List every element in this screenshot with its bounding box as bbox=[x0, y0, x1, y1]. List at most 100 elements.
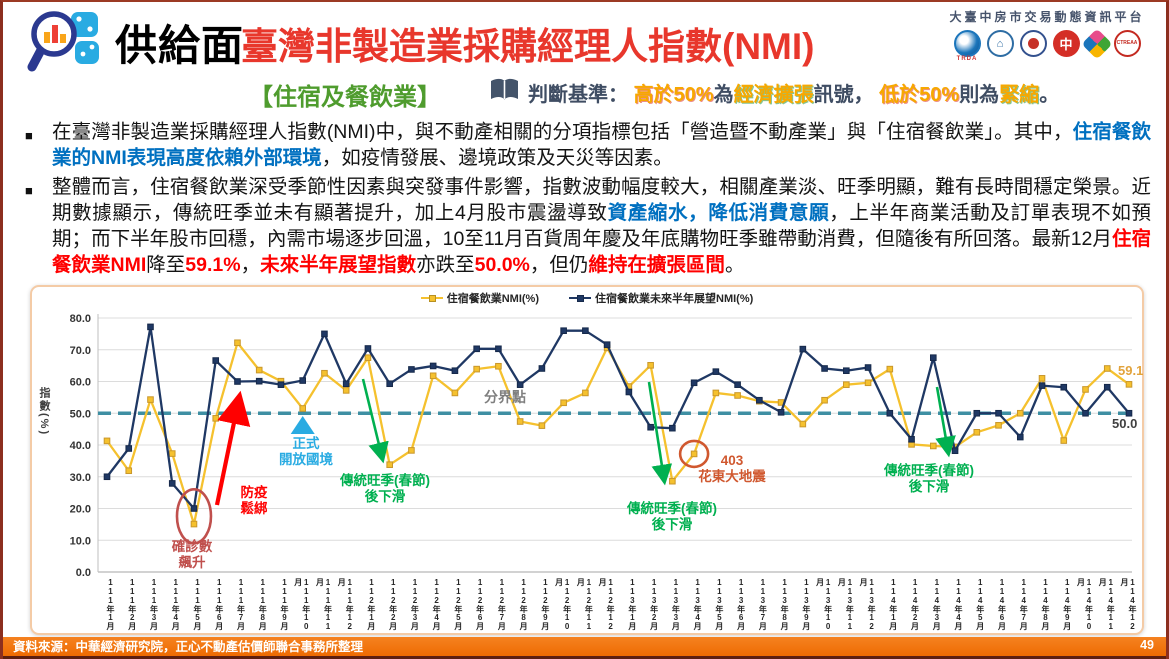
x-axis-tick-label: 111年6月 bbox=[214, 578, 224, 630]
svg-text:50.0: 50.0 bbox=[70, 408, 91, 420]
x-axis-tick-label: 111年5月 bbox=[192, 578, 202, 630]
bullet-list: ■ 在臺灣非製造業採購經理人指數(NMI)中，與不動產相關的分項指標包括「營造暨不… bbox=[25, 119, 1151, 281]
criteria-segment: 。 bbox=[1039, 84, 1060, 106]
criteria-segment: 訊號， bbox=[813, 84, 880, 106]
x-axis-tick-label: 113年6月 bbox=[736, 578, 746, 630]
chart-legend: 住宿餐飲業NMI(%) 住宿餐飲業未來半年展望NMI(%) bbox=[32, 290, 1142, 306]
logo-trda-icon: TRDA bbox=[953, 30, 981, 62]
logo-zhong-icon: 中 bbox=[1052, 30, 1080, 57]
bullet-square-icon: ■ bbox=[25, 128, 33, 143]
page-title: 臺灣非製造業採購經理人指數(NMI) bbox=[241, 26, 815, 67]
y-axis-title: 指數(%) bbox=[38, 387, 50, 437]
x-axis-tick-label: 113年5月 bbox=[714, 578, 724, 630]
x-axis-tick-label: 112年2月 bbox=[388, 578, 398, 630]
bullet-text-segment: 50.0% bbox=[474, 254, 530, 276]
header: 供給面 臺灣非製造業採購經理人指數(NMI) 大臺中房市交易動態資訊平台 TRD… bbox=[3, 2, 1166, 77]
page-number: 49 bbox=[1140, 638, 1154, 652]
subtitle-row: 【住宿及餐飲業】 判斷基準： 高於50%為經濟擴張訊號， 低於50%則為緊縮。 bbox=[3, 76, 1166, 112]
logo-building-emblem-icon: ⌂ bbox=[986, 30, 1014, 57]
x-axis-tick-label: 113年1月 bbox=[627, 578, 637, 630]
x-axis-tick-label: 111年3月 bbox=[149, 578, 159, 630]
criteria-segment: 為 bbox=[713, 84, 734, 106]
x-axis-tick-label: 113年10月 bbox=[815, 578, 833, 631]
magnifier-chart-logo-icon bbox=[25, 10, 107, 72]
x-axis-tick-label: 113年2月 bbox=[649, 578, 659, 630]
x-axis-tick-label: 111年9月 bbox=[279, 578, 289, 630]
bullet-text-segment: 資產縮水，降低消費意願 bbox=[607, 202, 830, 224]
x-axis-tick-label: 113年8月 bbox=[780, 578, 790, 630]
x-axis-tick-label: 113年9月 bbox=[801, 578, 811, 630]
bullet-text-segment: ，但仍 bbox=[529, 254, 589, 276]
x-axis-tick-label: 111年4月 bbox=[171, 578, 181, 630]
svg-text:20.0: 20.0 bbox=[70, 504, 91, 516]
bullet-text-segment: 未來半年展望指數 bbox=[260, 254, 417, 276]
criteria-segment: 判斷基準： bbox=[528, 84, 634, 106]
x-axis-tick-label: 113年3月 bbox=[671, 578, 681, 630]
bullet-text-segment: 在臺灣非製造業採購經理人指數(NMI)中，與不動產相關的分項指標包括「營造暨不動… bbox=[52, 121, 1073, 143]
bullet-item: ■ 整體而言，住宿餐飲業深受季節性因素與突發事件影響，指數波動幅度較大，相關產業淡… bbox=[25, 174, 1151, 278]
x-axis-tick-label: 111年12月 bbox=[337, 578, 355, 631]
x-axis-tick-label: 112年11月 bbox=[576, 578, 594, 631]
legend-item: 住宿餐飲業未來半年展望NMI(%) bbox=[569, 290, 753, 306]
x-axis-tick-label: 114年4月 bbox=[954, 578, 964, 630]
nmi-line-chart: 住宿餐飲業NMI(%) 住宿餐飲業未來半年展望NMI(%) 指數(%) 0.0 10… bbox=[30, 285, 1144, 635]
x-axis-tick-label: 114年10月 bbox=[1076, 578, 1094, 631]
x-axis-tick-label: 111年11月 bbox=[315, 578, 333, 631]
footer-bar: 資料來源：中華經濟研究院，正心不動產估價師聯合事務所整理 49 bbox=[3, 637, 1166, 659]
bullet-text-segment: ， bbox=[240, 254, 261, 276]
source-note: 資料來源：中華經濟研究院，正心不動產估價師聯合事務所整理 bbox=[13, 639, 364, 654]
svg-text:70.0: 70.0 bbox=[70, 345, 91, 357]
logo-diamond-icon bbox=[1080, 27, 1113, 60]
x-axis-tick-label: 113年11月 bbox=[837, 578, 855, 631]
logo-ctreaa-icon: CTREAA bbox=[1113, 30, 1141, 57]
bullet-item: ■ 在臺灣非製造業採購經理人指數(NMI)中，與不動產相關的分項指標包括「營造暨不… bbox=[25, 119, 1151, 171]
bullet-text-segment: 維持在擴張區間 bbox=[588, 254, 725, 276]
x-axis-tick-label: 111年8月 bbox=[258, 578, 268, 630]
platform-name: 大臺中房市交易動態資訊平台 bbox=[949, 10, 1145, 24]
x-axis-tick-label: 112年4月 bbox=[432, 578, 442, 630]
legend-label: 住宿餐飲業NMI(%) bbox=[446, 293, 539, 305]
x-axis-tick-label: 112年6月 bbox=[475, 578, 485, 630]
logo-round-emblem-icon bbox=[1019, 30, 1047, 57]
legend-marker-icon bbox=[420, 294, 443, 302]
chart-plot-area: 0.0 10.0 20.0 30.0 40.0 50.0 60.0 70.0 80.0 bbox=[70, 313, 1133, 577]
x-axis-tick-label: 112年12月 bbox=[598, 578, 616, 631]
criteria-segment: 緊縮 bbox=[999, 84, 1040, 106]
partner-logos: TRDA ⌂ 中 CTREAA bbox=[942, 27, 1152, 62]
x-axis-tick-label: 111年10月 bbox=[293, 578, 311, 631]
x-axis-tick-label: 114年1月 bbox=[888, 578, 898, 630]
bullet-text-segment: 住宿餐飲業的NMI表現高度依賴外部環境 bbox=[52, 121, 1151, 169]
bullet-text-segment: 。 bbox=[724, 254, 745, 276]
x-axis-tick-label: 113年4月 bbox=[693, 578, 703, 630]
industry-subtitle: 【住宿及餐飲業】 bbox=[249, 84, 441, 111]
bullet-text-segment: ，如疫情發展、邊境政策及天災等因素。 bbox=[321, 147, 673, 169]
x-axis-tick-label: 112年8月 bbox=[519, 578, 529, 630]
x-axis-tick-label: 112年1月 bbox=[366, 578, 376, 630]
svg-text:40.0: 40.0 bbox=[70, 440, 91, 452]
bullet-text-segment: 住宿餐飲業NMI bbox=[52, 228, 1151, 276]
svg-text:30.0: 30.0 bbox=[70, 472, 91, 484]
bullet-text-segment: 整體而言，住宿餐飲業深受季節性因素與突發事件影響，指數波動幅度較大，相關產業淡、… bbox=[52, 176, 1151, 224]
svg-text:10.0: 10.0 bbox=[70, 535, 91, 547]
bullet-text-segment: ，上半年商業活動及訂單表現不如預期；而下半年股市回穩，內需市場逐步回溫，10至1… bbox=[52, 202, 1151, 250]
x-axis-tick-label: 112年10月 bbox=[554, 578, 572, 631]
legend-label: 住宿餐飲業未來半年展望NMI(%) bbox=[595, 293, 754, 305]
bullet-square-icon: ■ bbox=[25, 183, 33, 198]
x-axis-tick-label: 112年7月 bbox=[497, 578, 507, 630]
svg-text:80.0: 80.0 bbox=[70, 313, 91, 325]
x-axis-tick-label: 114年3月 bbox=[932, 578, 942, 630]
bullet-text-segment: 亦跌至 bbox=[416, 254, 475, 276]
x-axis-tick-label: 114年7月 bbox=[1019, 578, 1029, 630]
x-axis-tick-label: 114年6月 bbox=[997, 578, 1007, 630]
x-axis-tick-label: 114年2月 bbox=[910, 578, 920, 630]
criteria-segment: 經濟擴張 bbox=[733, 84, 814, 106]
legend-item: 住宿餐飲業NMI(%) bbox=[420, 290, 539, 306]
x-axis-tick-label: 114年11月 bbox=[1098, 578, 1116, 631]
criteria-segment: 則為 bbox=[959, 84, 1000, 106]
x-axis-tick-label: 112年5月 bbox=[453, 578, 463, 630]
x-axis-tick-label: 113年12月 bbox=[859, 578, 877, 631]
x-axis-tick-label: 112年3月 bbox=[410, 578, 420, 630]
x-axis-tick-label: 111年2月 bbox=[127, 578, 137, 630]
criteria-segment: 高於50% bbox=[633, 84, 714, 106]
